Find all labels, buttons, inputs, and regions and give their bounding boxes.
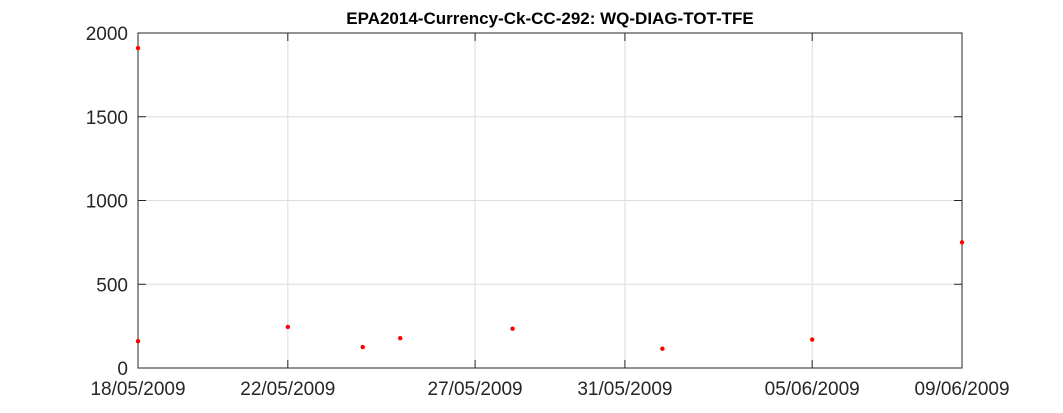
data-point: [135, 339, 141, 344]
tick-labels: 18/05/2009 22/05/2009 27/05/2009 31/05/2009…: [86, 24, 1010, 400]
y-tick-label: 500: [96, 275, 128, 296]
x-tick-label: 09/06/2009: [914, 379, 1009, 400]
data-point: [397, 335, 403, 341]
data-point: [809, 337, 815, 342]
x-tick-label: 18/05/2009: [90, 379, 185, 400]
grid: [138, 33, 962, 368]
y-tick-label: 2000: [86, 24, 128, 45]
data-point: [660, 346, 665, 351]
data-point: [510, 326, 515, 331]
data-point: [360, 344, 365, 350]
data-points: [135, 45, 965, 351]
y-tick-label: 0: [117, 359, 128, 380]
x-tick-label: 31/05/2009: [577, 379, 672, 400]
data-point: [285, 324, 291, 330]
x-tick-label: 22/05/2009: [240, 379, 335, 400]
axes-box: [137, 32, 963, 369]
y-tick-label: 1000: [86, 192, 128, 213]
x-tick-label: 05/06/2009: [765, 379, 860, 400]
data-point: [135, 45, 141, 51]
data-point: [959, 240, 965, 245]
x-tick-label: 27/05/2009: [428, 379, 523, 400]
y-tick-label: 1500: [86, 108, 128, 129]
chart-title: EPA2014-Currency-Ck-CC-292: WQ-DIAG-TOT-…: [346, 9, 753, 28]
